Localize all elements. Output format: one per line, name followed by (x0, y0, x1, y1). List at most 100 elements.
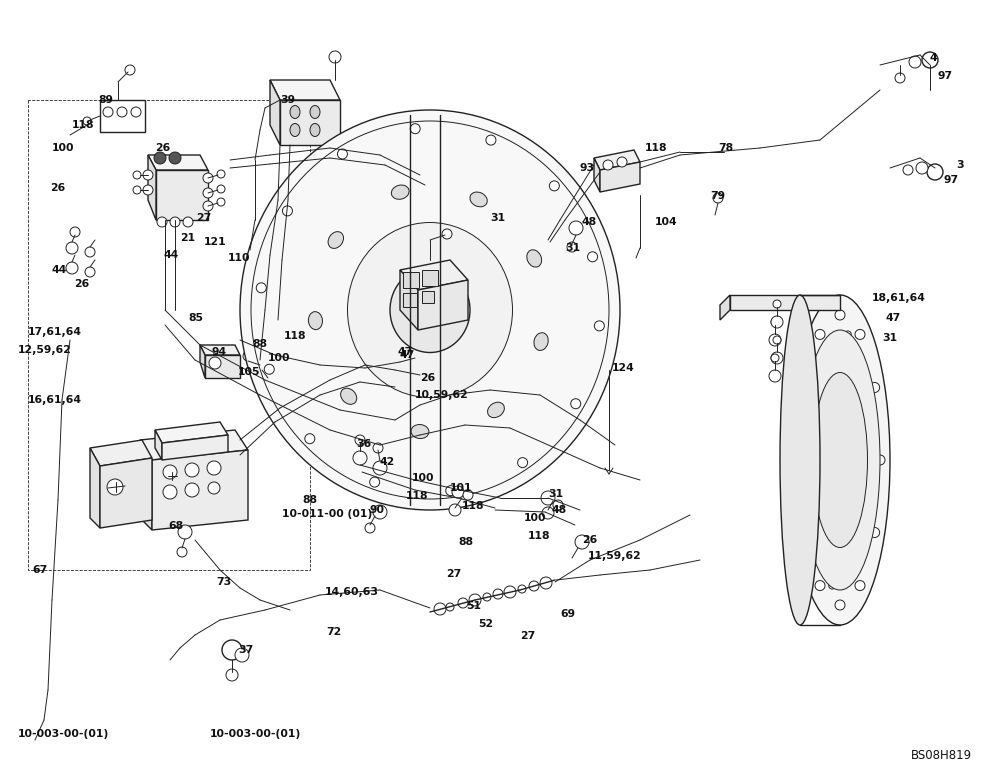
Text: 39: 39 (280, 95, 295, 105)
Text: BS08H819: BS08H819 (911, 749, 972, 762)
Polygon shape (90, 440, 152, 466)
Circle shape (822, 344, 828, 351)
Text: 105: 105 (238, 367, 260, 377)
Circle shape (329, 51, 341, 63)
Circle shape (85, 267, 95, 277)
Text: 47: 47 (886, 313, 901, 323)
Polygon shape (148, 155, 156, 220)
Circle shape (713, 193, 723, 203)
Polygon shape (730, 295, 840, 310)
Circle shape (305, 434, 315, 444)
Circle shape (243, 351, 253, 361)
Bar (100, 100, 145, 132)
Circle shape (795, 455, 805, 465)
Circle shape (446, 603, 454, 611)
Ellipse shape (790, 295, 890, 625)
Ellipse shape (411, 424, 429, 438)
Circle shape (855, 581, 865, 590)
Circle shape (773, 336, 781, 344)
Text: 52: 52 (478, 619, 493, 629)
Text: 31: 31 (882, 333, 897, 343)
Circle shape (258, 362, 266, 370)
Circle shape (337, 149, 347, 159)
Polygon shape (270, 80, 340, 100)
Text: 79: 79 (710, 191, 725, 201)
Circle shape (567, 242, 577, 252)
Text: 118: 118 (645, 143, 668, 153)
Polygon shape (400, 260, 468, 290)
Text: 93: 93 (580, 163, 595, 173)
Polygon shape (200, 345, 240, 355)
Text: 10-003-00-(01): 10-003-00-(01) (210, 729, 301, 739)
Circle shape (170, 217, 180, 227)
Circle shape (373, 505, 387, 519)
Circle shape (463, 490, 473, 500)
Text: 21: 21 (180, 233, 195, 243)
Ellipse shape (780, 295, 820, 625)
Text: 67: 67 (32, 565, 47, 575)
Text: 104: 104 (655, 217, 678, 227)
Ellipse shape (328, 231, 344, 249)
Polygon shape (400, 270, 418, 330)
Circle shape (542, 507, 554, 519)
Circle shape (125, 65, 135, 75)
Ellipse shape (308, 312, 322, 329)
Ellipse shape (251, 121, 609, 499)
Text: 10-003-00-(01): 10-003-00-(01) (18, 729, 109, 739)
Ellipse shape (800, 330, 880, 590)
Circle shape (469, 594, 481, 606)
Circle shape (217, 170, 225, 178)
Text: 31: 31 (548, 489, 563, 499)
Circle shape (178, 525, 192, 539)
Circle shape (203, 188, 213, 198)
Text: 73: 73 (216, 577, 231, 587)
Text: 118: 118 (284, 331, 306, 341)
Text: 97: 97 (938, 71, 953, 81)
Circle shape (575, 535, 589, 549)
Text: 12,59,62: 12,59,62 (18, 345, 72, 355)
Circle shape (927, 164, 943, 180)
Polygon shape (418, 280, 468, 330)
Circle shape (103, 107, 113, 117)
Text: 101: 101 (450, 483, 473, 493)
Text: 88: 88 (252, 339, 267, 349)
Circle shape (541, 491, 555, 505)
Circle shape (808, 423, 815, 430)
Circle shape (266, 376, 274, 384)
Polygon shape (162, 435, 228, 460)
Text: 3: 3 (956, 160, 964, 170)
Circle shape (85, 247, 95, 257)
Circle shape (811, 521, 818, 528)
Circle shape (895, 73, 905, 83)
Text: 51: 51 (466, 601, 481, 611)
Circle shape (862, 391, 869, 398)
Circle shape (529, 581, 539, 591)
Text: 31: 31 (565, 243, 580, 253)
Circle shape (131, 107, 141, 117)
Bar (403, 272, 419, 288)
Circle shape (217, 185, 225, 193)
Circle shape (549, 181, 559, 191)
Circle shape (903, 165, 913, 175)
Text: 100: 100 (524, 513, 546, 523)
Polygon shape (600, 162, 640, 192)
Text: 85: 85 (188, 313, 203, 323)
Circle shape (226, 669, 238, 681)
Ellipse shape (812, 372, 868, 547)
Circle shape (852, 569, 858, 576)
Circle shape (70, 227, 80, 237)
Polygon shape (594, 150, 640, 170)
Text: 89: 89 (98, 95, 113, 105)
Circle shape (916, 162, 928, 174)
Circle shape (504, 586, 516, 598)
Ellipse shape (310, 124, 320, 136)
Text: 10,59,62: 10,59,62 (415, 390, 469, 400)
Circle shape (117, 107, 127, 117)
Circle shape (222, 640, 242, 660)
Circle shape (458, 598, 468, 608)
Text: 72: 72 (326, 627, 341, 637)
Circle shape (518, 585, 526, 593)
Circle shape (185, 463, 199, 477)
Text: 18,61,64: 18,61,64 (872, 293, 926, 303)
Circle shape (183, 217, 193, 227)
